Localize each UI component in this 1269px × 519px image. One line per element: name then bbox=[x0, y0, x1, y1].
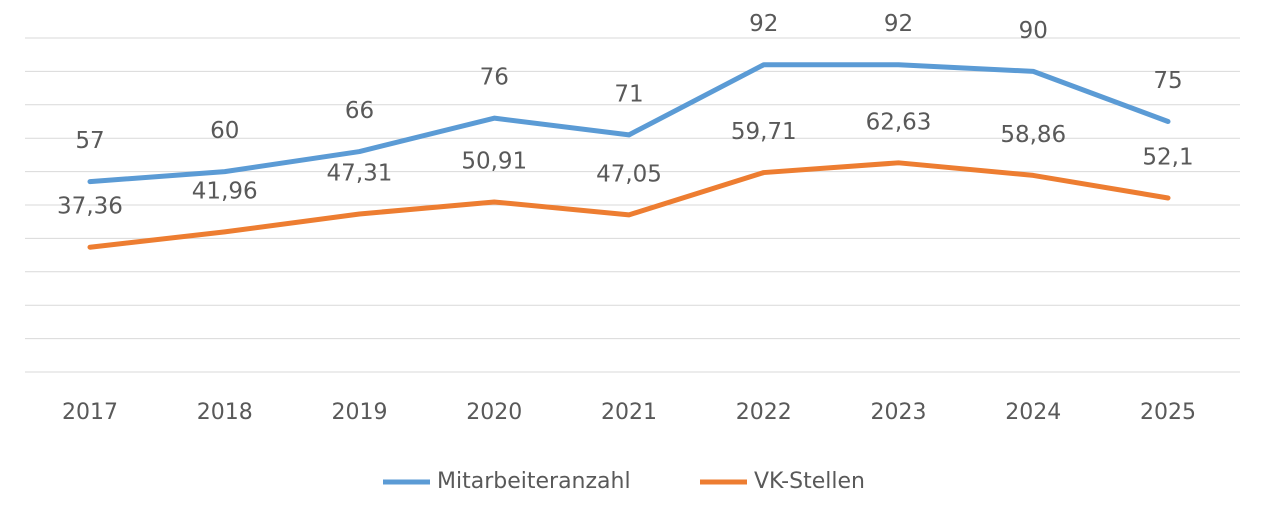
x-tick-label: 2018 bbox=[197, 400, 253, 425]
x-tick-label: 2020 bbox=[466, 400, 522, 425]
data-label: 92 bbox=[749, 11, 778, 37]
legend-label: Mitarbeiteranzahl bbox=[437, 469, 631, 494]
x-tick-label: 2022 bbox=[736, 400, 792, 425]
data-label: 92 bbox=[884, 11, 913, 37]
x-tick-label: 2024 bbox=[1005, 400, 1061, 425]
data-label: 58,86 bbox=[1000, 122, 1066, 148]
legend-label: VK-Stellen bbox=[754, 469, 865, 494]
data-label: 59,71 bbox=[731, 119, 797, 145]
data-label: 50,91 bbox=[461, 148, 527, 174]
x-tick-label: 2021 bbox=[601, 400, 657, 425]
data-label: 90 bbox=[1019, 18, 1048, 44]
data-label: 75 bbox=[1153, 68, 1182, 94]
data-label: 41,96 bbox=[192, 178, 258, 204]
x-tick-label: 2017 bbox=[62, 400, 118, 425]
data-label: 71 bbox=[614, 81, 643, 107]
x-tick-label: 2019 bbox=[331, 400, 387, 425]
data-label: 62,63 bbox=[866, 109, 932, 135]
data-label: 57 bbox=[75, 128, 104, 154]
data-label: 37,36 bbox=[57, 194, 123, 220]
series-line bbox=[87, 62, 1171, 185]
x-tick-label: 2025 bbox=[1140, 400, 1196, 425]
data-label: 47,31 bbox=[327, 160, 393, 186]
data-label: 47,05 bbox=[596, 161, 662, 187]
x-tick-label: 2023 bbox=[871, 400, 927, 425]
data-label: 66 bbox=[345, 98, 374, 124]
data-label: 60 bbox=[210, 118, 239, 144]
series-line bbox=[87, 160, 1171, 250]
data-label: 52,1 bbox=[1142, 144, 1193, 170]
data-label: 76 bbox=[480, 65, 509, 91]
